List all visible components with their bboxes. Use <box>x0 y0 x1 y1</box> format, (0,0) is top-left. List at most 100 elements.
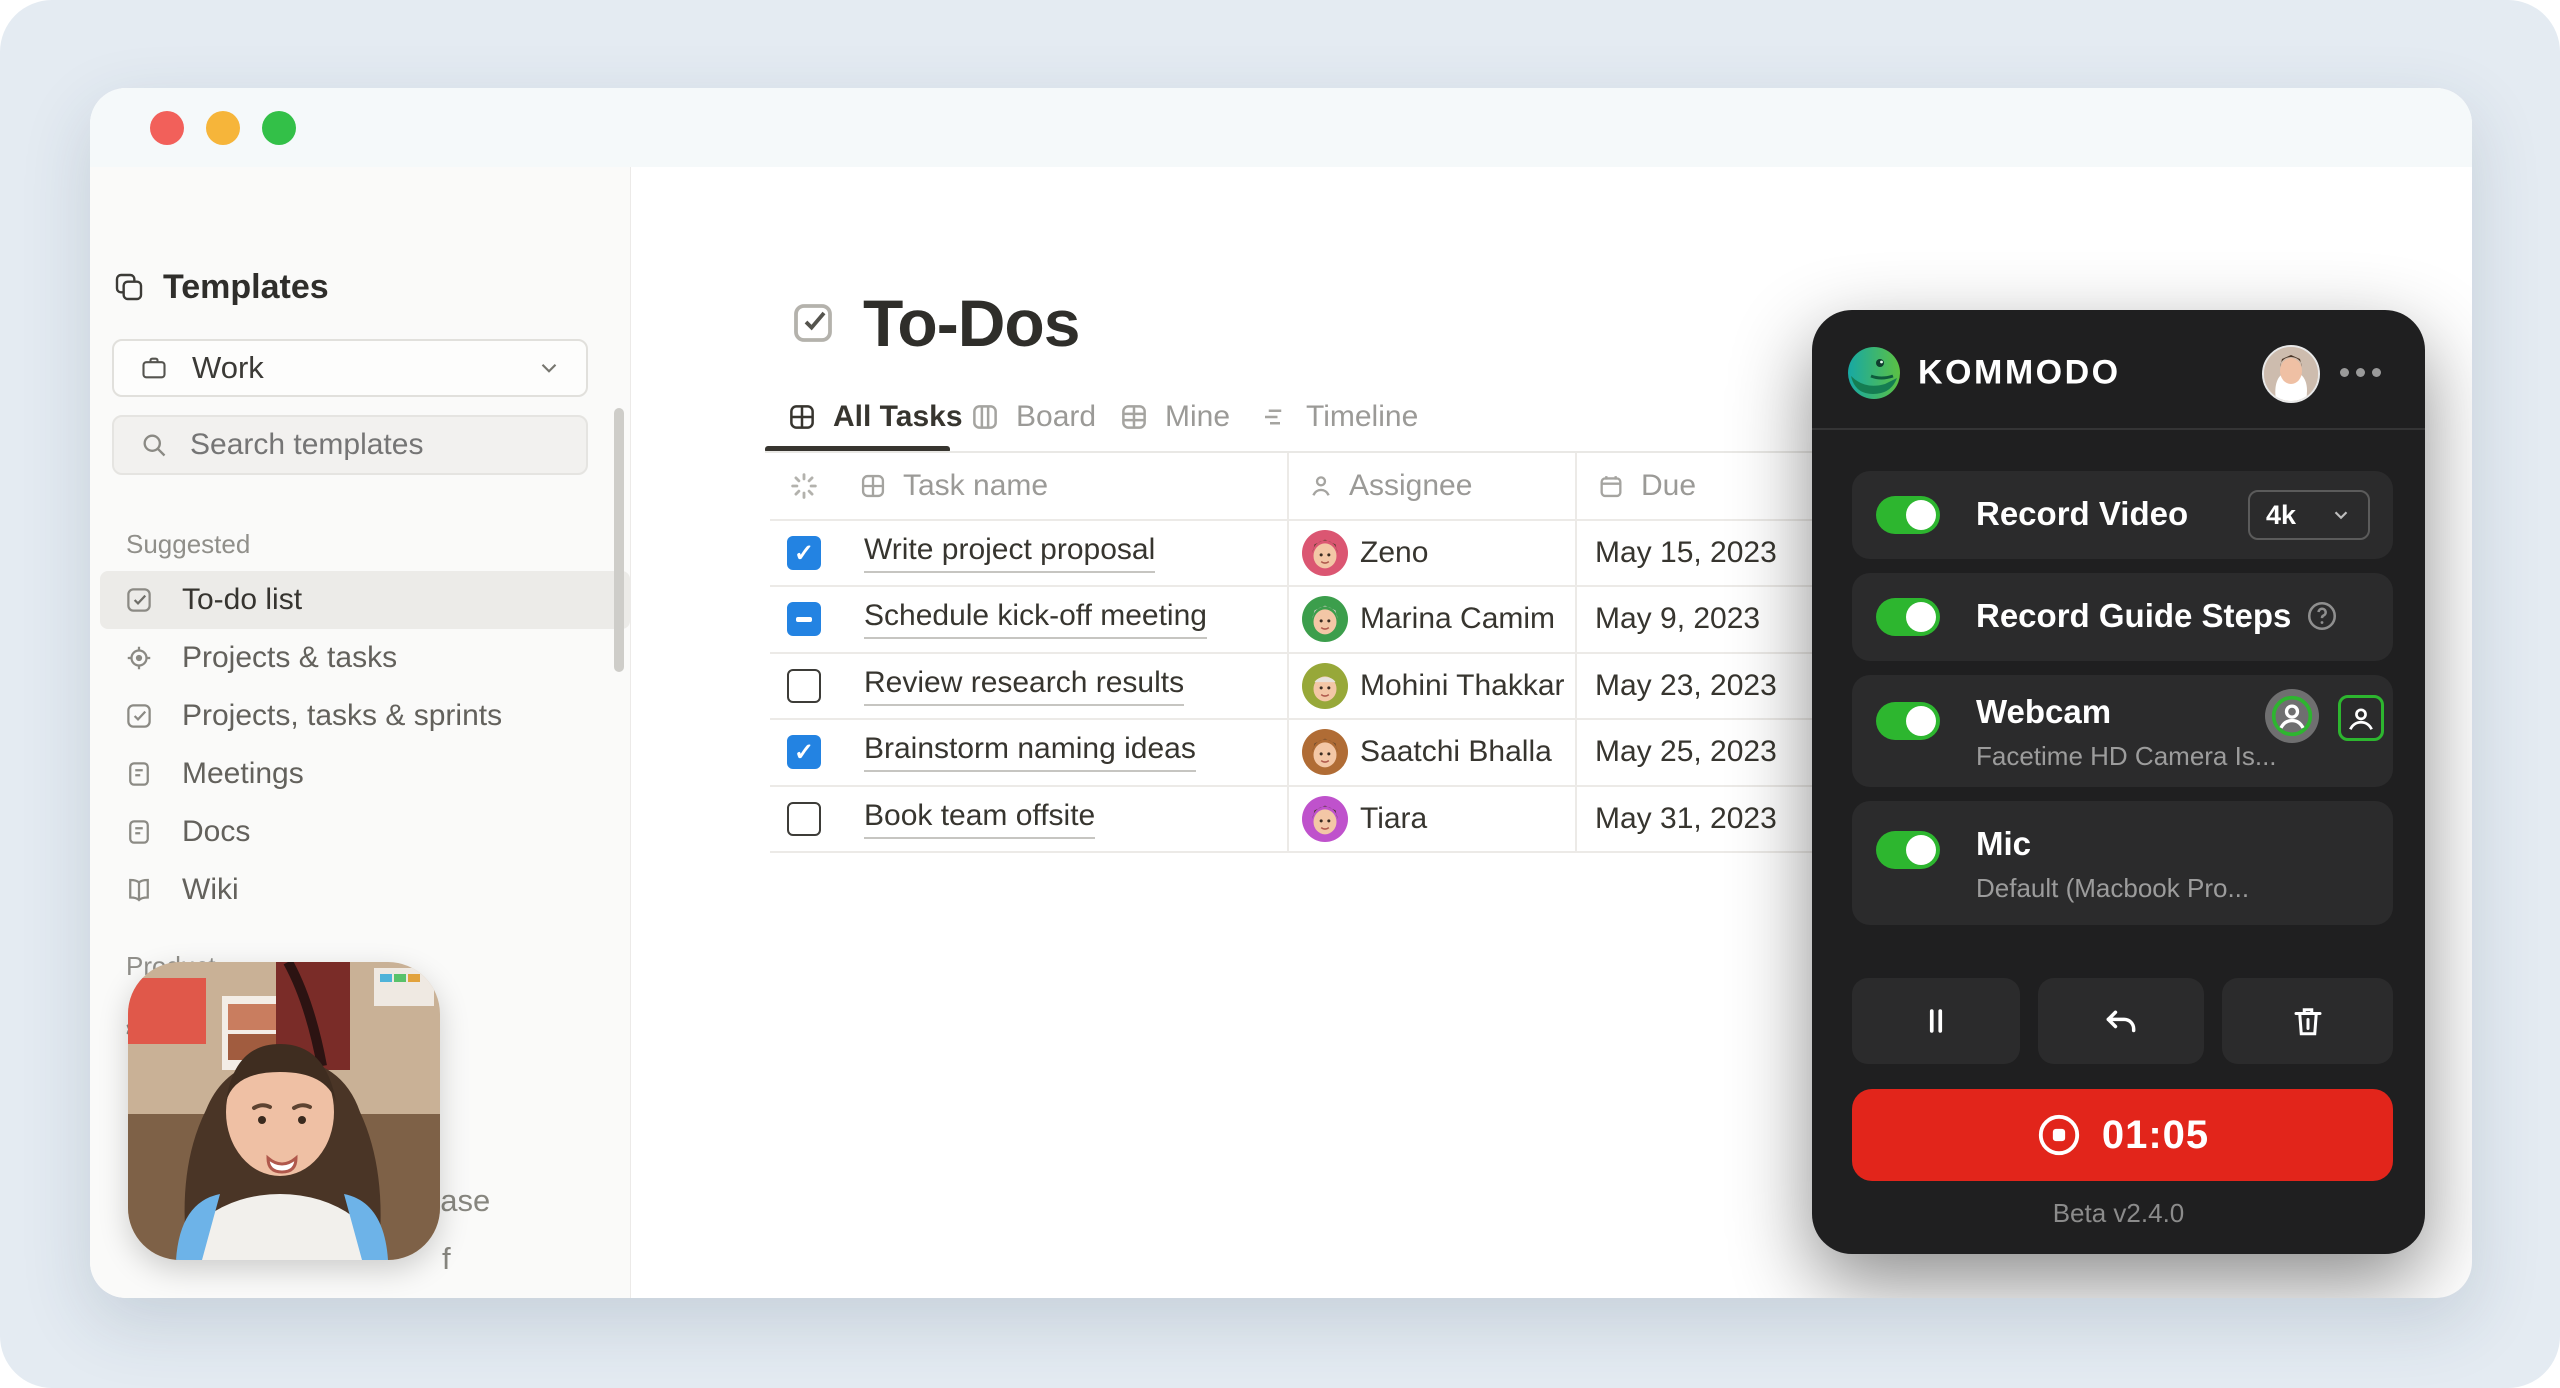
table-border <box>770 519 1847 521</box>
resolution-select[interactable]: 4k <box>2248 490 2370 540</box>
note-icon <box>124 759 154 789</box>
templates-sidebar: Templates Work <box>90 167 631 1298</box>
webcam-shape-circle-icon[interactable] <box>2265 689 2319 743</box>
table-row: Schedule kick-off meeting Marina Camim M… <box>770 587 1847 651</box>
tab-board[interactable]: Board <box>970 400 1096 434</box>
record-guide-steps-toggle[interactable] <box>1876 598 1940 636</box>
assignee-name[interactable]: Zeno <box>1360 536 1429 569</box>
resolution-value: 4k <box>2266 499 2297 530</box>
grid-icon <box>1119 402 1149 432</box>
hidden-item-fragment: f <box>442 1241 451 1276</box>
task-checkbox[interactable]: ✓ <box>787 735 821 769</box>
due-date[interactable]: May 25, 2023 <box>1595 735 1777 768</box>
active-tab-underline <box>765 446 950 453</box>
assignee-name[interactable]: Mohini Thakkar <box>1360 669 1565 702</box>
book-icon <box>124 875 154 905</box>
version-label: Beta v2.4.0 <box>2052 1198 2185 1228</box>
stop-recording-button[interactable]: 01:05 <box>1852 1089 2393 1181</box>
mic-toggle[interactable] <box>1876 831 1940 869</box>
briefcase-icon <box>140 354 168 382</box>
close-button[interactable] <box>150 111 184 145</box>
due-date[interactable]: May 23, 2023 <box>1595 669 1777 702</box>
maximize-button[interactable] <box>262 111 296 145</box>
column-header-assignee[interactable]: Assignee <box>1349 469 1473 502</box>
assignee-name[interactable]: Marina Camim <box>1360 602 1556 635</box>
delete-button[interactable] <box>2222 978 2393 1064</box>
board-icon <box>970 402 1000 432</box>
tab-mine[interactable]: Mine <box>1119 400 1230 434</box>
task-name[interactable]: Write project proposal <box>864 533 1156 573</box>
search-input[interactable] <box>188 427 562 463</box>
tab-label: All Tasks <box>833 400 963 433</box>
record-video-toggle[interactable] <box>1876 496 1940 534</box>
webcam-row: Webcam Facetime HD Camera Is... <box>1852 675 2393 787</box>
stop-icon <box>2036 1112 2082 1158</box>
table-border <box>1287 453 1289 853</box>
app-window: Templates Work <box>90 88 2472 1298</box>
sidebar-item-projects-tasks-sprints[interactable]: Projects, tasks & sprints <box>100 687 630 745</box>
chevron-down-icon <box>2330 504 2352 526</box>
more-options-icon[interactable] <box>2340 368 2381 377</box>
pause-icon <box>1919 1004 1953 1038</box>
task-checkbox[interactable] <box>787 802 821 836</box>
sidebar-item-label: Meetings <box>182 757 304 790</box>
search-box[interactable] <box>112 415 588 475</box>
sidebar-item-docs[interactable]: Docs <box>100 803 630 861</box>
task-checkbox[interactable]: ✓ <box>787 536 821 570</box>
sidebar-item-wiki[interactable]: Wiki <box>100 861 630 919</box>
assignee-name[interactable]: Saatchi Bhalla <box>1360 735 1552 768</box>
workspace-selector[interactable]: Work <box>112 339 588 397</box>
tab-timeline[interactable]: Timeline <box>1260 400 1418 434</box>
tab-all-tasks[interactable]: All Tasks <box>787 400 963 434</box>
workspace-label: Work <box>192 350 264 385</box>
webcam-preview[interactable] <box>128 962 440 1260</box>
sidebar-item-todo-list[interactable]: To-do list <box>100 571 630 629</box>
table-border <box>1575 453 1577 853</box>
webcam-label: Webcam <box>1976 693 2112 730</box>
task-name[interactable]: Book team offsite <box>864 799 1096 839</box>
restart-button[interactable] <box>2038 978 2204 1064</box>
checkbox-icon <box>124 585 154 615</box>
grid-icon <box>787 402 817 432</box>
task-checkbox[interactable] <box>787 669 821 703</box>
person-icon <box>1307 472 1335 500</box>
tab-label: Mine <box>1165 400 1231 433</box>
sidebar-item-meetings[interactable]: Meetings <box>100 745 630 803</box>
sidebar-scrollbar[interactable] <box>614 408 624 672</box>
table-row: ✓ Brainstorm naming ideas Saatchi Bhalla… <box>770 720 1847 784</box>
help-icon[interactable] <box>2305 599 2339 633</box>
checkbox-icon <box>124 701 154 731</box>
section-label-suggested: Suggested <box>126 529 251 559</box>
due-date[interactable]: May 9, 2023 <box>1595 602 1761 635</box>
kommodo-logo-icon <box>1847 346 1901 400</box>
task-name[interactable]: Schedule kick-off meeting <box>864 599 1207 639</box>
task-name[interactable]: Brainstorm naming ideas <box>864 732 1196 772</box>
user-avatar[interactable] <box>2262 345 2320 403</box>
kommodo-recorder-panel: KOMMODO Record Video 4k <box>1812 310 2425 1254</box>
page-title: To-Dos <box>863 286 1080 360</box>
brand-name: KOMMODO <box>1918 353 2121 392</box>
undo-icon <box>2102 1002 2140 1040</box>
due-date[interactable]: May 31, 2023 <box>1595 802 1777 835</box>
minimize-button[interactable] <box>206 111 240 145</box>
todo-check-icon <box>789 299 837 347</box>
table-row: Book team offsite Tiara May 31, 2023 <box>770 787 1847 851</box>
column-header-task[interactable]: Task name <box>903 469 1049 502</box>
table-border <box>770 785 1847 787</box>
assignee-name[interactable]: Tiara <box>1360 802 1428 835</box>
task-name[interactable]: Review research results <box>864 666 1185 706</box>
task-checkbox[interactable] <box>787 602 821 636</box>
target-icon <box>124 643 154 673</box>
pause-button[interactable] <box>1852 978 2020 1064</box>
due-date[interactable]: May 15, 2023 <box>1595 536 1777 569</box>
mic-device: Default (Macbook Pro... <box>1976 873 2250 903</box>
note-icon <box>124 817 154 847</box>
webcam-shape-square-icon[interactable] <box>2338 695 2384 741</box>
record-video-label: Record Video <box>1976 495 2189 532</box>
tab-label: Board <box>1016 400 1097 433</box>
sidebar-item-projects-tasks[interactable]: Projects & tasks <box>100 629 630 687</box>
column-header-due[interactable]: Due <box>1641 469 1697 502</box>
panel-divider <box>1812 428 2425 430</box>
webcam-toggle[interactable] <box>1876 702 1940 740</box>
